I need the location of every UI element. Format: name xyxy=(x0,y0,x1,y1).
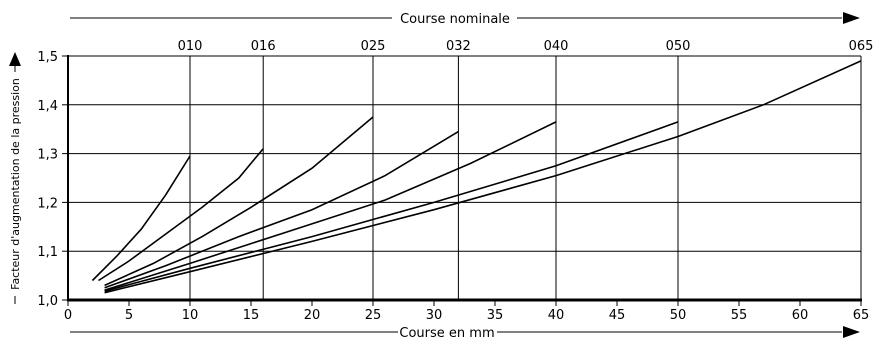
x-tick-label: 60 xyxy=(792,308,809,323)
series-line-040 xyxy=(104,121,557,291)
x-tick-label: 65 xyxy=(853,308,870,323)
series-line-050 xyxy=(104,121,679,292)
axes xyxy=(9,12,862,338)
x-tick-label: 40 xyxy=(548,308,565,323)
bottom-arrow-head xyxy=(843,326,860,338)
x-tick-label: 15 xyxy=(243,308,260,323)
y-arrow-head xyxy=(9,52,21,66)
x-tick-label: 5 xyxy=(125,308,133,323)
y-tick-label: 1,0 xyxy=(37,294,58,309)
series-line-016 xyxy=(98,148,264,282)
x-tick-label: 45 xyxy=(609,308,626,323)
series-lines xyxy=(91,60,862,294)
x-tick-label: 25 xyxy=(365,308,382,323)
x-axis-title: Course en mm xyxy=(399,326,494,338)
x-tick-label: 10 xyxy=(182,308,199,323)
y-tick-label: 1,5 xyxy=(37,50,58,65)
series-line-032 xyxy=(104,130,459,289)
top-arrow-head xyxy=(843,12,860,24)
y-tick-label: 1,4 xyxy=(37,99,58,114)
series-label-025: 025 xyxy=(361,39,386,54)
series-label-016: 016 xyxy=(251,39,276,54)
x-tick-label: 0 xyxy=(64,308,72,323)
grid xyxy=(68,55,862,300)
series-label-010: 010 xyxy=(178,39,203,54)
y-tick-label: 1,2 xyxy=(37,196,58,211)
labels: 0 5 10 15 20 25 30 35 40 45 50 55 60 65 1,0 1,1 1,2 1,3 1,… xyxy=(9,12,873,338)
series-label-032: 032 xyxy=(446,39,471,54)
x-tick-label: 35 xyxy=(487,308,504,323)
y-axis-title: Facteur d'augmentation de la pression xyxy=(9,78,22,290)
series-label-050: 050 xyxy=(666,39,691,54)
x-tick-label: 50 xyxy=(670,308,687,323)
series-label-065: 065 xyxy=(849,39,874,54)
series-label-040: 040 xyxy=(544,39,569,54)
series-line-065 xyxy=(104,60,862,294)
x-tick-label: 55 xyxy=(731,308,748,323)
y-tick-label: 1,3 xyxy=(37,148,58,163)
series-line-025 xyxy=(104,116,374,287)
x-tick-label: 30 xyxy=(426,308,443,323)
top-axis-title: Course nominale xyxy=(400,12,510,27)
x-tick-label: 20 xyxy=(304,308,321,323)
series-line-010 xyxy=(91,155,191,282)
y-tick-label: 1,1 xyxy=(37,245,58,260)
